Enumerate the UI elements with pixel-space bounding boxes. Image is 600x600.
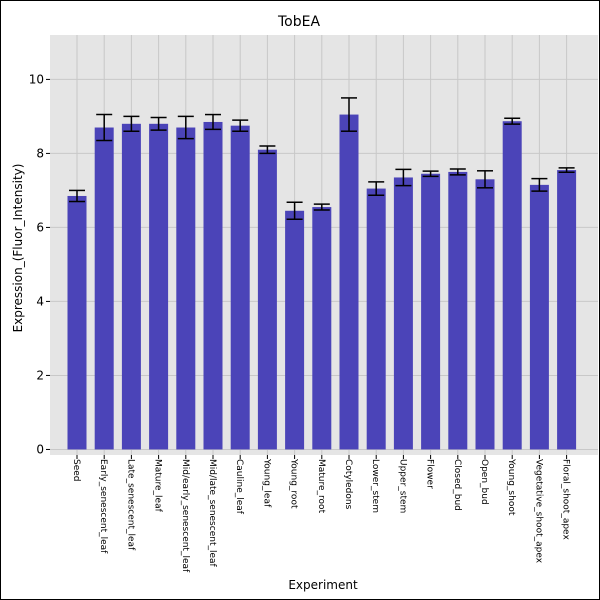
y-tick-label: 8 — [36, 146, 44, 160]
x-tick-label: Mature_root — [316, 459, 326, 514]
bar — [230, 125, 250, 450]
chart-title: TobEA — [277, 14, 320, 30]
y-tick-label: 2 — [36, 368, 44, 382]
x-tick-label: Lower_stem — [370, 459, 380, 513]
x-tick-label: Cotyledons — [343, 459, 353, 510]
bar — [203, 121, 223, 450]
bar — [393, 177, 413, 450]
x-tick-label: Early_senescent_leaf — [98, 459, 108, 554]
bar — [94, 127, 114, 450]
x-tick-label: Floral_shoot_apex — [561, 459, 571, 540]
x-tick-label: Cauline_leaf — [234, 459, 244, 515]
x-tick-label: Young_root — [289, 458, 299, 509]
y-axis-ticks: 0 2 4 6 8 10 — [29, 72, 50, 456]
bar — [475, 179, 495, 450]
bar — [448, 171, 468, 450]
bar — [312, 207, 332, 450]
x-tick-label: Open_bud — [479, 459, 489, 505]
bar — [67, 195, 87, 450]
error-bars — [69, 97, 575, 221]
x-tick-label: Seed — [71, 459, 81, 482]
y-tick-label: 6 — [36, 220, 44, 234]
x-axis-label: Experiment — [288, 578, 358, 592]
x-tick-label: Upper_stem — [397, 459, 407, 513]
x-tick-label: Young_leaf — [261, 458, 271, 508]
bar — [366, 188, 386, 450]
bar — [285, 210, 305, 450]
x-tick-label: Closed_bud — [452, 459, 462, 511]
y-tick-label: 0 — [36, 442, 44, 456]
y-tick-label: 4 — [36, 294, 44, 308]
x-tick-label: Vegetative_shoot_apex — [533, 459, 543, 564]
bar — [339, 114, 359, 450]
x-tick-label: Late_senescent_leaf — [125, 459, 135, 551]
bar — [529, 184, 549, 450]
bar — [149, 123, 169, 450]
y-axis-label: Expression_(Fluor_Intensity) — [11, 164, 25, 333]
bar — [421, 173, 441, 450]
bar — [502, 121, 522, 450]
bar — [121, 123, 141, 450]
x-tick-label: Young_shoot — [506, 458, 516, 516]
bar — [176, 127, 196, 450]
y-tick-label: 10 — [29, 72, 44, 86]
x-tick-label: Mid/early_senescent_leaf — [180, 459, 190, 573]
bars — [67, 114, 577, 450]
x-tick-label: Mid/late_senescent_leaf — [207, 459, 217, 568]
bar — [557, 170, 577, 450]
bar — [257, 149, 277, 450]
x-axis-ticks: Seed Early_senescent_leaf Late_senescent_l… — [71, 455, 571, 573]
x-tick-label: Flower — [425, 459, 435, 489]
x-tick-label: Mature_leaf — [153, 459, 163, 513]
